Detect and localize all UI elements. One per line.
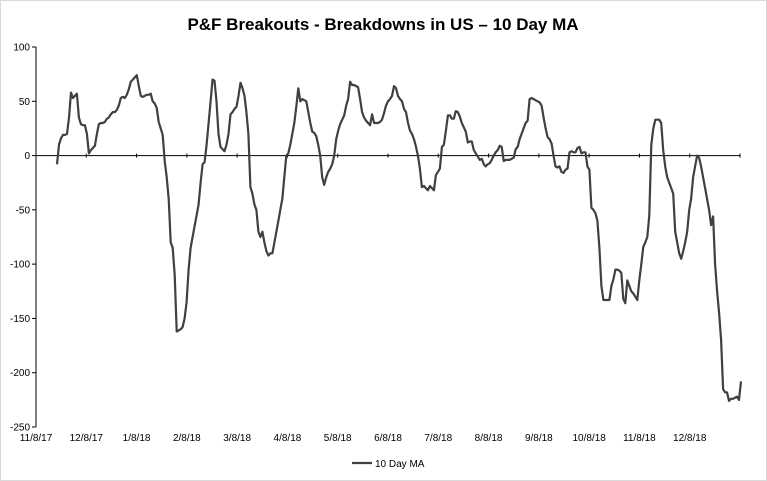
y-axis: 100 50 0 -50 -100 -150 -200 -250 — [10, 43, 37, 434]
series-line-10-day-ma — [55, 74, 743, 402]
y-tick-label: -200 — [10, 368, 30, 379]
y-tick-label: -150 — [10, 314, 30, 325]
x-tick-label: 12/8/18 — [673, 433, 707, 444]
y-tick-label: -250 — [10, 423, 30, 434]
x-tick-label: 1/8/18 — [123, 433, 151, 444]
x-tick-label: 6/8/18 — [374, 433, 402, 444]
x-tick-label: 8/8/18 — [475, 433, 503, 444]
x-tick-label: 12/8/17 — [70, 433, 104, 444]
x-tick-label: 7/8/18 — [424, 433, 452, 444]
x-tick-label: 9/8/18 — [525, 433, 553, 444]
x-tick-label: 11/8/17 — [20, 433, 53, 444]
legend-label: 10 Day MA — [375, 459, 425, 470]
chart-title: P&F Breakouts - Breakdowns in US – 10 Da… — [187, 15, 578, 34]
x-tick-label: 10/8/18 — [572, 433, 606, 444]
y-tick-label: 50 — [19, 97, 31, 108]
x-tick-label: 4/8/18 — [274, 433, 302, 444]
y-tick-label: 100 — [13, 43, 30, 54]
y-tick-label: -50 — [16, 205, 31, 216]
y-tick-label: -100 — [10, 260, 30, 271]
series-layer — [55, 74, 743, 402]
x-axis: 11/8/17 12/8/17 1/8/18 2/8/18 3/8/18 4/8/18 5/… — [20, 153, 741, 444]
legend: 10 Day MA — [352, 459, 425, 470]
y-tick-label: 0 — [24, 151, 30, 162]
x-tick-label: 2/8/18 — [173, 433, 201, 444]
x-tick-label: 5/8/18 — [324, 433, 352, 444]
x-tick-label: 11/8/18 — [623, 433, 656, 444]
x-tick-label: 3/8/18 — [223, 433, 251, 444]
